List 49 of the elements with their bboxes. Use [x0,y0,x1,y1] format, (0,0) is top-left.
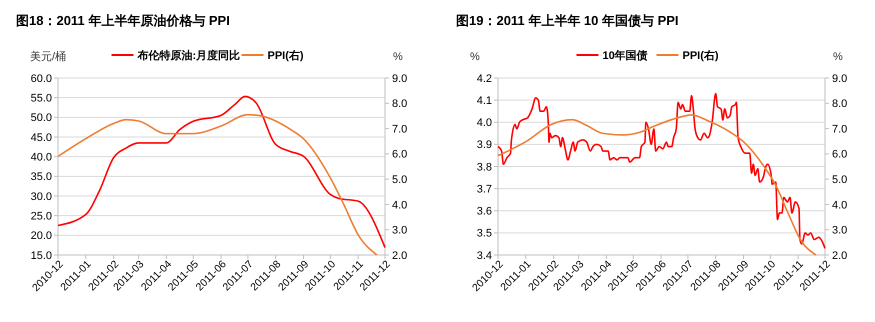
y2-tick-label: 9.0 [832,72,848,85]
legend-label: 10年国债 [602,48,648,62]
y-tick-label: 4.1 [476,94,492,107]
y2-axis-title: % [393,51,403,63]
y-tick-label: 60.0 [30,72,52,85]
y-tick-label: 3.8 [476,161,492,174]
y2-axis-title: % [833,51,843,63]
y-tick-label: 50.0 [30,112,52,124]
line-series [57,96,386,248]
y2-tick-label: 6.0 [392,148,408,161]
y2-tick-label: 8.0 [392,98,408,110]
y2-tick-label: 4.0 [832,199,848,212]
y-axis-title: 美元/桶 [30,50,66,63]
chart-title: 图18：2011 年上半年原油价格与 PPI [16,13,230,28]
y-tick-label: 40.0 [30,152,52,164]
y-tick-label: 3.9 [476,139,492,152]
y2-tick-label: 7.0 [832,123,848,136]
y-tick-label: 20.0 [30,230,52,242]
line-series [57,114,378,256]
line-series [497,92,826,250]
y2-tick-label: 9.0 [392,72,408,85]
y-tick-label: 25.0 [30,210,52,223]
y2-tick-label: 7.0 [392,123,408,136]
y2-tick-label: 2.0 [832,250,848,262]
y-tick-label: 35.0 [30,171,52,184]
chart-title: 图19：2011 年上半年 10 年国债与 PPI [456,13,679,28]
line-series [497,114,817,256]
y-tick-label: 4.2 [476,72,492,85]
y-tick-label: 15.0 [30,250,52,262]
y2-tick-label: 2.0 [392,250,408,262]
legend-label: PPI(右) [682,48,719,62]
y-tick-label: 45.0 [30,132,52,144]
y-tick-label: 30.0 [30,190,52,203]
y2-tick-label: 5.0 [392,174,408,186]
legend-label: 布伦特原油:月度同比 [136,48,240,62]
y-tick-label: 3.7 [476,183,492,196]
legend-label: PPI(右) [268,48,304,62]
y-axis-title: % [470,51,480,63]
y2-tick-label: 3.0 [392,224,408,237]
y-tick-label: 4.0 [476,117,492,130]
y2-tick-label: 8.0 [832,98,848,110]
y2-tick-label: 4.0 [392,199,408,212]
y-tick-label: 3.4 [476,250,492,262]
y2-tick-label: 3.0 [832,224,848,237]
y-tick-label: 3.6 [476,206,492,218]
y2-tick-label: 6.0 [832,148,848,161]
y-tick-label: 55.0 [30,92,52,105]
y2-tick-label: 5.0 [832,174,848,186]
y-tick-label: 3.5 [476,228,492,240]
